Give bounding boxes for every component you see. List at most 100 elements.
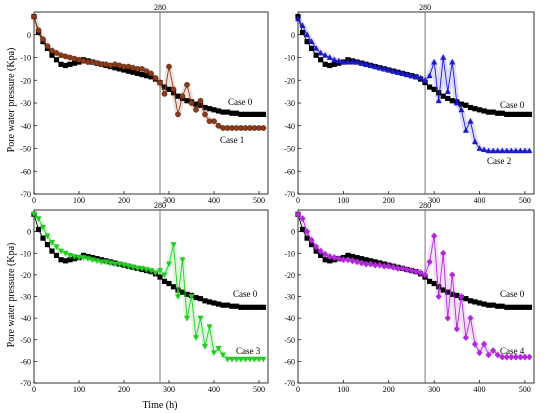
data-point-case-0: [211, 300, 217, 306]
data-point-case-0: [445, 289, 451, 295]
data-point-case-2: [462, 127, 469, 133]
data-point-case-0: [170, 90, 177, 96]
data-point-case-0: [427, 278, 433, 284]
vline-label: 280: [419, 201, 431, 210]
y-tick-label: -30: [284, 293, 295, 302]
data-point-case-3: [130, 264, 136, 271]
data-point-case-3: [94, 258, 100, 265]
data-point-case-0: [193, 294, 199, 301]
series-line-case-3: [33, 214, 264, 360]
data-point-case-0: [467, 104, 474, 111]
data-point-case-0: [304, 38, 310, 45]
data-point-case-0: [299, 226, 306, 233]
data-point-case-0: [486, 109, 492, 115]
data-point-case-2: [376, 64, 383, 71]
data-point-case-3: [193, 335, 199, 341]
data-point-case-3: [67, 253, 73, 259]
data-point-case-4: [317, 247, 324, 255]
data-point-case-3: [103, 259, 109, 266]
data-point-case-0: [499, 303, 505, 309]
y-tick-label: -40: [20, 314, 31, 323]
data-point-case-1: [31, 13, 37, 20]
data-point-case-2: [413, 73, 419, 80]
data-point-case-0: [318, 252, 324, 259]
data-point-case-3: [242, 356, 249, 363]
data-point-case-0: [233, 303, 240, 309]
data-point-case-3: [49, 240, 55, 246]
x-tick-label: 400: [208, 385, 220, 394]
y-tick-label: -20: [284, 271, 295, 280]
data-point-case-4: [399, 264, 406, 272]
x-tick-label: 400: [474, 385, 486, 394]
data-point-case-2: [390, 67, 397, 74]
data-point-case-3: [206, 324, 213, 330]
data-point-case-0: [251, 111, 258, 117]
data-point-case-2: [517, 147, 524, 154]
data-point-case-2: [449, 58, 456, 65]
data-point-case-0: [358, 256, 365, 262]
data-point-case-2: [444, 88, 451, 95]
data-point-case-3: [143, 267, 150, 273]
data-point-case-3: [98, 259, 105, 266]
data-point-case-0: [517, 304, 523, 310]
data-point-case-0: [251, 304, 258, 310]
x-tick-label: 100: [73, 385, 85, 394]
data-point-case-0: [260, 111, 267, 117]
data-point-case-2: [394, 69, 401, 75]
data-point-case-2: [494, 147, 501, 154]
data-point-case-0: [522, 111, 528, 117]
data-point-case-3: [247, 356, 253, 363]
data-point-case-4: [503, 353, 510, 361]
data-point-case-0: [40, 235, 46, 241]
data-point-case-3: [211, 350, 217, 356]
panel-top-right: 0 100 200 300 400 500 0 -10 -20 -30 -40 -50 -60 -70 28…: [284, 3, 535, 205]
data-point-case-0: [256, 304, 262, 310]
data-point-case-0: [454, 292, 460, 299]
data-point-case-4: [354, 258, 360, 266]
data-point-case-2: [408, 72, 415, 79]
data-point-case-1: [35, 27, 42, 34]
data-point-case-4: [313, 243, 320, 251]
data-point-case-3: [125, 263, 132, 270]
y-tick-label: -20: [20, 76, 31, 85]
y-tick-label: -20: [284, 76, 295, 85]
data-point-case-3: [76, 255, 82, 261]
data-point-case-3: [139, 265, 145, 272]
data-point-case-0: [220, 302, 226, 308]
data-point-case-4: [476, 349, 483, 357]
data-point-case-1: [143, 68, 150, 74]
x-tick-label: 100: [73, 196, 85, 205]
data-point-case-3: [116, 261, 123, 268]
data-point-case-4: [526, 353, 533, 361]
series-halo: [31, 212, 264, 363]
data-point-case-3: [197, 315, 204, 322]
data-point-case-3: [256, 356, 262, 363]
data-point-case-3: [202, 343, 208, 350]
data-point-case-3: [170, 242, 177, 248]
data-point-case-0: [116, 66, 123, 72]
series-line-case-4: [297, 213, 530, 358]
data-point-case-0: [436, 284, 442, 290]
data-point-case-1: [139, 66, 145, 72]
series-line-case-2: [297, 18, 530, 152]
data-point-case-4: [335, 255, 342, 263]
data-point-case-4: [512, 353, 519, 361]
data-point-case-0: [345, 252, 351, 259]
x-tick-label: 0: [296, 385, 300, 394]
data-point-case-1: [202, 111, 208, 118]
y-tick-label: -30: [20, 99, 31, 108]
data-point-case-0: [476, 300, 483, 306]
data-point-case-3: [35, 216, 42, 222]
data-point-case-1: [179, 93, 186, 99]
panel-top-left: 0 100 200 300 400 500 0 -10 -20 -30 -40 -50 -60 -70 28…: [20, 3, 269, 205]
series-label-case-0: Case 0: [228, 97, 253, 107]
data-point-case-2: [435, 97, 442, 104]
data-point-case-4: [326, 253, 333, 260]
data-point-case-0: [197, 102, 204, 108]
x-tick-label: 300: [428, 385, 440, 394]
data-point-case-0: [148, 74, 154, 80]
data-point-case-0: [463, 102, 469, 108]
series-halo: [295, 212, 530, 361]
data-point-case-2: [299, 22, 306, 29]
data-point-case-4: [481, 340, 488, 348]
